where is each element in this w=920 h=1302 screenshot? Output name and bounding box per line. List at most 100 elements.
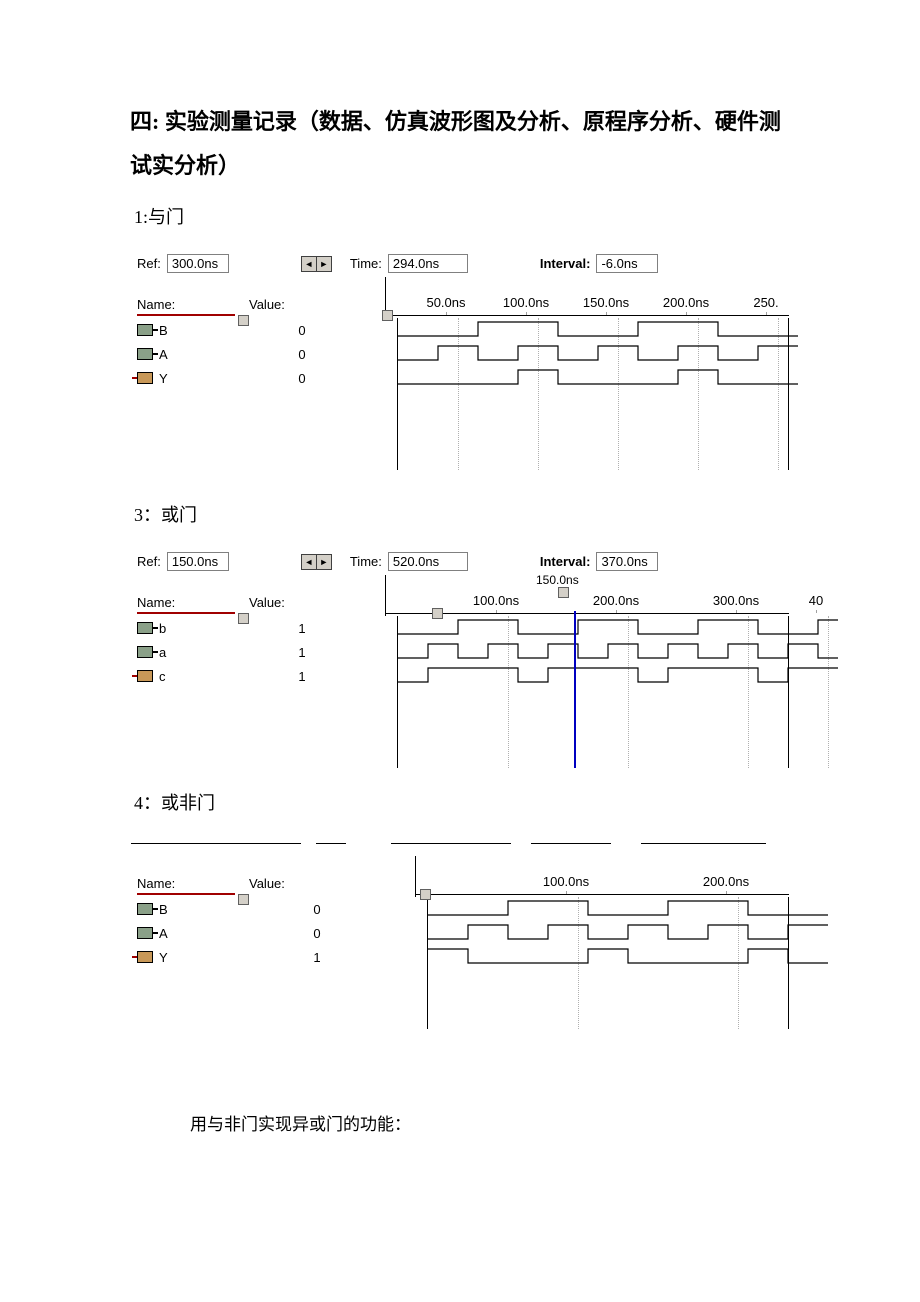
time-ruler: 50.0ns 100.0ns 150.0ns 200.0ns 250. bbox=[386, 295, 789, 316]
input-pin-icon bbox=[137, 927, 153, 939]
time-value[interactable]: 520.0ns bbox=[388, 552, 468, 571]
signal-value: 1 bbox=[237, 645, 397, 660]
signal-value: 0 bbox=[237, 347, 397, 362]
signal-row: Y0 bbox=[131, 366, 397, 390]
ref-value[interactable]: 300.0ns bbox=[167, 254, 229, 273]
signal-name: Y bbox=[131, 950, 237, 965]
ruler-tick-label: 250. bbox=[753, 295, 778, 310]
ruler-tick-label: 50.0ns bbox=[426, 295, 465, 310]
column-resizer-icon[interactable] bbox=[238, 613, 249, 624]
waveform bbox=[398, 664, 788, 688]
ruler-tick-label: 300.0ns bbox=[713, 593, 759, 608]
ruler-tick-label: 40 bbox=[809, 593, 823, 608]
waveform-panel-or: Ref: 150.0ns ◄ ► Time: 520.0ns Interval:… bbox=[130, 547, 790, 769]
name-header: Name: bbox=[137, 297, 235, 316]
time-label: Time: bbox=[350, 554, 382, 569]
time-label: Time: bbox=[350, 256, 382, 271]
signal-row: B0 bbox=[131, 318, 397, 342]
signal-name: B bbox=[131, 902, 237, 917]
output-pin-icon bbox=[137, 951, 153, 963]
signal-row: Y1 bbox=[131, 945, 427, 969]
input-pin-icon bbox=[137, 646, 153, 658]
signal-name: c bbox=[131, 669, 237, 684]
interval-value[interactable]: -6.0ns bbox=[596, 254, 658, 273]
signal-name: Y bbox=[131, 371, 237, 386]
signal-value: 0 bbox=[237, 371, 397, 386]
waveform bbox=[398, 318, 788, 342]
cursor-time-label: 150.0ns bbox=[536, 573, 579, 587]
input-pin-icon bbox=[137, 348, 153, 360]
input-pin-icon bbox=[137, 324, 153, 336]
subsection-1: 1:与门 bbox=[134, 203, 790, 229]
value-header: Value: bbox=[249, 297, 285, 314]
name-header: Name: bbox=[137, 876, 235, 895]
subsection-4: 4：或非门 bbox=[134, 789, 790, 815]
time-cursor[interactable] bbox=[574, 611, 576, 768]
arrow-left-icon[interactable]: ◄ bbox=[302, 555, 317, 569]
waveform-panel-and: Ref: 300.0ns ◄ ► Time: 294.0ns Interval:… bbox=[130, 249, 790, 471]
waveform bbox=[398, 640, 788, 664]
arrow-right-icon[interactable]: ► bbox=[317, 555, 331, 569]
time-ruler: 100.0ns200.0ns300.0ns40 bbox=[386, 593, 789, 614]
signal-row: b1 bbox=[131, 616, 397, 640]
signal-row: B0 bbox=[131, 897, 427, 921]
ruler-tick-label: 200.0ns bbox=[663, 295, 709, 310]
signal-row: A0 bbox=[131, 342, 397, 366]
signal-value: 0 bbox=[237, 926, 427, 941]
signal-value: 1 bbox=[237, 950, 427, 965]
signal-row: c1 bbox=[131, 664, 397, 688]
ruler-tick-label: 100.0ns bbox=[473, 593, 519, 608]
output-pin-icon bbox=[137, 372, 153, 384]
ruler-tick-label: 200.0ns bbox=[593, 593, 639, 608]
ref-label: Ref: bbox=[137, 256, 161, 271]
time-ruler: 100.0ns 200.0ns bbox=[416, 874, 789, 895]
top-controls: Ref: 300.0ns ◄ ► Time: 294.0ns Interval:… bbox=[131, 250, 789, 277]
waveform-panel-nor: Name: Value: 100.0ns200.0ns B0A0Y1 bbox=[130, 835, 790, 1030]
top-controls: Ref: 150.0ns ◄ ► Time: 520.0ns Interval:… bbox=[131, 548, 789, 575]
panel-top-border bbox=[131, 838, 789, 850]
time-value[interactable]: 294.0ns bbox=[388, 254, 468, 273]
signal-value: 1 bbox=[237, 669, 397, 684]
input-pin-icon bbox=[137, 622, 153, 634]
value-header: Value: bbox=[249, 876, 285, 893]
arrow-left-icon[interactable]: ◄ bbox=[302, 257, 317, 271]
signal-row: a1 bbox=[131, 640, 397, 664]
column-resizer-icon[interactable] bbox=[238, 315, 249, 326]
ruler-tick-label: 150.0ns bbox=[583, 295, 629, 310]
waveform bbox=[398, 616, 788, 640]
ref-arrows[interactable]: ◄ ► bbox=[301, 256, 332, 272]
ruler-tick-label: 100.0ns bbox=[543, 874, 589, 889]
ref-arrows[interactable]: ◄ ► bbox=[301, 554, 332, 570]
column-resizer-icon[interactable] bbox=[238, 894, 249, 905]
waveform bbox=[398, 342, 788, 366]
interval-value[interactable]: 370.0ns bbox=[596, 552, 658, 571]
section-heading: 四: 实验测量记录（数据、仿真波形图及分析、原程序分析、硬件测试实分析） bbox=[130, 100, 790, 188]
ruler-tick-label: 100.0ns bbox=[503, 295, 549, 310]
name-header: Name: bbox=[137, 595, 235, 614]
signal-name: b bbox=[131, 621, 237, 636]
output-pin-icon bbox=[137, 670, 153, 682]
signal-value: 0 bbox=[237, 902, 427, 917]
interval-label: Interval: bbox=[540, 554, 591, 569]
footer-note: 用与非门实现异或门的功能： bbox=[190, 1110, 790, 1135]
input-pin-icon bbox=[137, 903, 153, 915]
signal-name: a bbox=[131, 645, 237, 660]
ruler-tick-label: 200.0ns bbox=[703, 874, 749, 889]
signal-name: A bbox=[131, 347, 237, 362]
waveform bbox=[428, 897, 788, 921]
arrow-right-icon[interactable]: ► bbox=[317, 257, 331, 271]
waveform bbox=[428, 921, 788, 945]
signal-name: B bbox=[131, 323, 237, 338]
subsection-3: 3：或门 bbox=[134, 501, 790, 527]
ref-value[interactable]: 150.0ns bbox=[167, 552, 229, 571]
waveform bbox=[428, 945, 788, 969]
signal-name: A bbox=[131, 926, 237, 941]
waveform bbox=[398, 366, 788, 390]
signal-value: 0 bbox=[237, 323, 397, 338]
signal-row: A0 bbox=[131, 921, 427, 945]
ref-label: Ref: bbox=[137, 554, 161, 569]
value-header: Value: bbox=[249, 595, 285, 612]
interval-label: Interval: bbox=[540, 256, 591, 271]
ruler-resizer-icon[interactable] bbox=[382, 310, 393, 321]
signal-value: 1 bbox=[237, 621, 397, 636]
